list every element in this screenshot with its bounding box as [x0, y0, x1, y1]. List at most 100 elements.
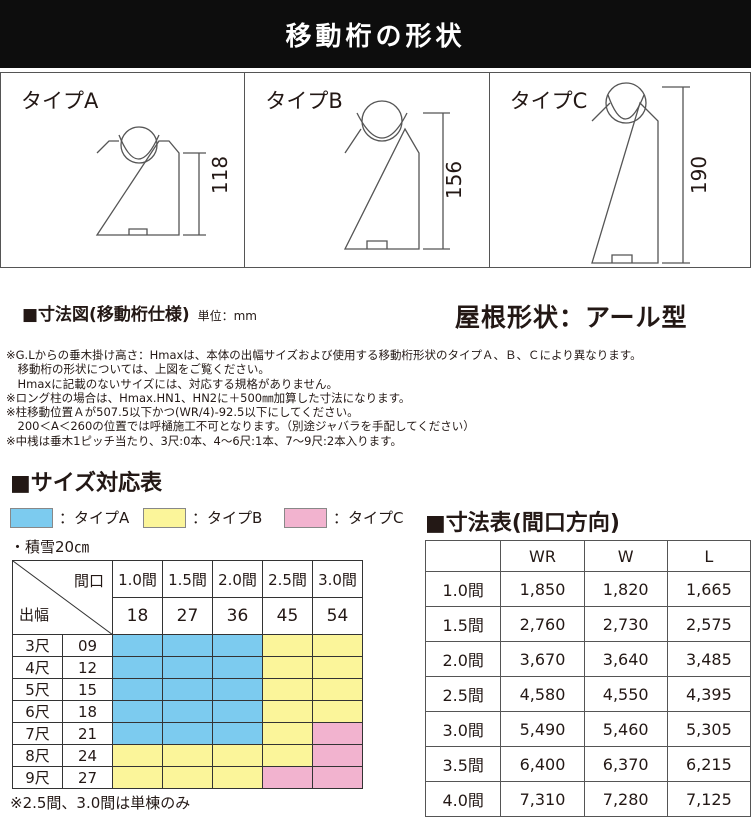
value-cell: 7,280 [583, 781, 668, 817]
type-c-cell [312, 744, 363, 767]
row-code: 18 [62, 700, 113, 723]
row-label: 6尺 [12, 700, 63, 723]
column-code: 18 [112, 597, 163, 635]
unit-label: 単位：mm [197, 309, 257, 323]
header-cell: L [666, 540, 751, 572]
row-code: 09 [62, 634, 113, 657]
row-label: 1.0間 [424, 571, 502, 607]
row-code: 12 [62, 656, 113, 679]
type-a-cell [112, 678, 163, 701]
column-label: 3.0間 [312, 560, 363, 598]
corner-cell: 間口 出幅 [12, 560, 113, 635]
type-b-label: タイプB [265, 89, 343, 113]
type-a-cell [212, 722, 263, 745]
type-a-profile-drawing [95, 126, 206, 236]
value-cell: 1,820 [583, 571, 668, 607]
type-a-cell [212, 634, 263, 657]
type-a-cell [112, 700, 163, 723]
type-b-cell [262, 722, 313, 745]
type-a-cell [162, 634, 213, 657]
column-label: 1.0間 [112, 560, 163, 598]
size-row: 3尺 09 [12, 634, 363, 657]
value-cell: 6,370 [583, 746, 668, 782]
size-header-row: 間口 出幅 1.0間 1.5間 2.0間 2.5間 3.0間 [12, 560, 363, 635]
type-b-cell [262, 744, 313, 767]
column-label: 2.5間 [262, 560, 313, 598]
dimension-row: 3.0間 5,490 5,460 5,305 [424, 711, 751, 747]
type-a-cell [212, 656, 263, 679]
value-cell: 3,485 [666, 641, 751, 677]
type-c-profile-drawing [590, 82, 690, 264]
value-cell: 7,310 [500, 781, 585, 817]
size-table-note: ※2.5間、3.0間は単棟のみ [10, 794, 191, 812]
type-b-cell [312, 634, 363, 657]
value-cell: 5,305 [666, 711, 751, 747]
type-a-cell [162, 700, 213, 723]
value-cell: 4,550 [583, 676, 668, 712]
column-label: 1.5間 [162, 560, 213, 598]
type-c-height: 190 [686, 155, 711, 195]
value-cell: 5,490 [500, 711, 585, 747]
type-b-cell [112, 766, 163, 789]
type-b-cell [212, 766, 263, 789]
size-table-heading: ■サイズ対応表 [10, 471, 163, 496]
type-b-cell [312, 700, 363, 723]
type-b-cell [262, 634, 313, 657]
legend-swatch [284, 507, 327, 528]
panel-type-c: タイプC 190 [490, 73, 750, 267]
row-code: 15 [62, 678, 113, 701]
roof-shape: 屋根形状：アール型 [455, 303, 688, 332]
row-label: 1.5間 [424, 606, 502, 642]
type-b-cell [162, 744, 213, 767]
type-a-cell [162, 656, 213, 679]
row-label: 3尺 [12, 634, 63, 657]
type-b-cell [112, 744, 163, 767]
type-c-cell [312, 766, 363, 789]
legend-swatch [143, 507, 186, 528]
size-row: 9尺 27 [12, 766, 363, 789]
dimension-row: 1.5間 2,760 2,730 2,575 [424, 606, 751, 642]
size-row: 7尺 21 [12, 722, 363, 745]
corner-top-label: 間口 [73, 572, 104, 590]
dimension-row: 1.0間 1,850 1,820 1,665 [424, 571, 751, 607]
type-c-label: タイプC [509, 89, 588, 113]
value-cell: 5,460 [583, 711, 668, 747]
value-cell: 6,400 [500, 746, 585, 782]
legend-type-b: ：タイプB [143, 507, 262, 528]
panel-type-b: タイプB 156 [245, 73, 490, 267]
type-b-cell [262, 700, 313, 723]
type-a-cell [112, 656, 163, 679]
snow-load-label: ・積雪20㎝ [10, 538, 90, 556]
dimension-table-heading: ■寸法表(間口方向) [425, 511, 620, 536]
row-label: 3.0間 [424, 711, 502, 747]
notes: ※G.Lからの垂木掛け高さ：Hmaxは、本体の出幅サイズおよび使用する移動桁形状… [6, 348, 642, 448]
type-b-cell [212, 744, 263, 767]
dimension-row: 2.0間 3,670 3,640 3,485 [424, 641, 751, 677]
row-label: 4.0間 [424, 781, 502, 817]
row-label: 2.0間 [424, 641, 502, 677]
panel-type-a: タイプA 118 [1, 73, 246, 267]
dimension-header-row: WR W L [424, 540, 751, 572]
type-b-cell [262, 656, 313, 679]
diagonal-line [13, 561, 113, 635]
type-a-cell [162, 678, 213, 701]
row-label: 2.5間 [424, 676, 502, 712]
column-label: 2.0間 [212, 560, 263, 598]
page-title: 移動桁の形状 [0, 0, 751, 68]
value-cell: 3,640 [583, 641, 668, 677]
type-a-cell [112, 634, 163, 657]
row-label: 3.5間 [424, 746, 502, 782]
type-b-profile-drawing [344, 100, 451, 250]
dimension-row: 2.5間 4,580 4,550 4,395 [424, 676, 751, 712]
legend-type-c: ：タイプC [284, 507, 403, 528]
value-cell: 1,850 [500, 571, 585, 607]
profile-panels: タイプA 118 タイプB 156 タイプC [0, 72, 751, 268]
header-cell: WR [500, 540, 585, 572]
legend-swatch [10, 507, 53, 528]
size-row: 8尺 24 [12, 744, 363, 767]
value-cell: 2,730 [583, 606, 668, 642]
legend-label: ：タイプA [59, 509, 130, 527]
type-b-cell [312, 678, 363, 701]
type-a-cell [212, 700, 263, 723]
header-cell [424, 540, 502, 572]
